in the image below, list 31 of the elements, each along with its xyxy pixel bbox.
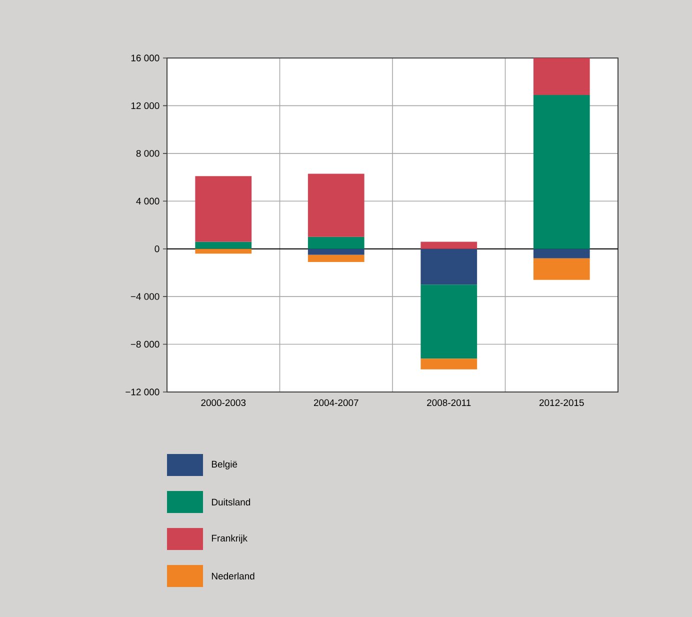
bar <box>420 284 478 359</box>
bar <box>308 254 364 262</box>
bar <box>533 248 590 258</box>
legend-label: België <box>212 460 238 470</box>
bar <box>308 236 364 249</box>
y-tick-label: 12 000 <box>131 102 160 110</box>
x-tick-label: 2008-2011 <box>427 399 471 406</box>
y-tick-label: −8 000 <box>130 340 160 348</box>
legend-label: Duitsland <box>212 498 250 506</box>
y-tick-label: 16 000 <box>131 54 160 62</box>
bar <box>420 358 478 370</box>
bar <box>533 94 590 249</box>
bar <box>195 248 252 254</box>
y-tick-label: 4 000 <box>136 198 160 204</box>
y-tick-label: 0 <box>154 246 160 252</box>
y-tick-label: −4 000 <box>130 293 160 300</box>
y-tick-label: −12 000 <box>126 388 160 396</box>
legend-label: Nederland <box>212 572 254 580</box>
bar <box>533 258 590 280</box>
bar <box>420 242 478 249</box>
x-tick-label: 2000-2003 <box>201 399 246 406</box>
y-tick-label: 8 000 <box>136 150 160 157</box>
bar <box>195 242 252 249</box>
bar <box>308 248 364 255</box>
bar <box>420 248 478 285</box>
bar <box>533 58 590 95</box>
legend-label: Frankrijk <box>212 534 248 544</box>
bar <box>195 176 252 242</box>
x-tick-label: 2004-2007 <box>314 399 358 406</box>
bar <box>308 174 364 237</box>
x-tick-label: 2012-2015 <box>539 399 584 406</box>
